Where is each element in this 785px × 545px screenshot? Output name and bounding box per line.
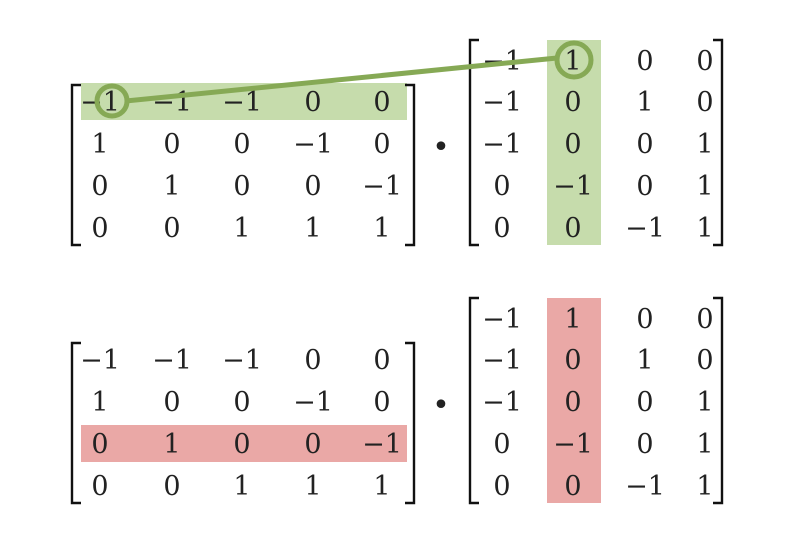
left-matrix-cell: 0 <box>233 387 250 418</box>
left-matrix-cell: 1 <box>163 429 180 460</box>
right-matrix-cell: 0 <box>564 387 581 418</box>
right-matrix-cell: 1 <box>636 345 653 376</box>
right-matrix-cell: 1 <box>696 129 713 160</box>
right-matrix-cell: −1 <box>553 171 593 202</box>
right-matrix-cell: 0 <box>696 345 713 376</box>
left-matrix-cell: 1 <box>233 471 250 502</box>
left-matrix-cell: −1 <box>152 345 192 376</box>
right-matrix-cell: 0 <box>564 213 581 244</box>
left-matrix-cell: −1 <box>362 429 402 460</box>
panel-1: •−1−1−100100−100100−100111−1100−1010−100… <box>70 38 724 247</box>
connector-line <box>125 55 558 104</box>
left-matrix-cell: 0 <box>373 87 390 118</box>
left-matrix-cell: 1 <box>233 213 250 244</box>
right-matrix-cell: 0 <box>493 471 510 502</box>
dot-product-operator: • <box>432 388 450 423</box>
left-matrix-cell: 0 <box>304 345 321 376</box>
left-matrix-cell: 0 <box>163 471 180 502</box>
right-matrix-cell: −1 <box>482 345 522 376</box>
left-matrix-cell: 0 <box>304 429 321 460</box>
right-matrix-cell: −1 <box>553 429 593 460</box>
right-matrix-cell: 1 <box>696 387 713 418</box>
right-matrix-cell: 0 <box>636 304 653 335</box>
right-element-circle <box>554 40 594 80</box>
left-matrix-cell: 0 <box>91 429 108 460</box>
left-matrix-cell: 0 <box>304 87 321 118</box>
right-matrix-cell: 1 <box>636 87 653 118</box>
right-matrix-cell: 0 <box>564 87 581 118</box>
right-matrix-cell: 1 <box>696 471 713 502</box>
left-matrix-cell: 0 <box>373 387 390 418</box>
left-matrix-cell: 1 <box>373 471 390 502</box>
left-matrix-cell: 0 <box>233 129 250 160</box>
left-matrix-cell: 1 <box>163 171 180 202</box>
left-matrix-cell: −1 <box>222 345 262 376</box>
right-matrix-cell: −1 <box>482 87 522 118</box>
right-matrix-cell: 0 <box>696 304 713 335</box>
left-matrix-close-bracket <box>405 341 416 505</box>
left-matrix-cell: 0 <box>233 429 250 460</box>
right-matrix-cell: 0 <box>564 129 581 160</box>
left-matrix-cell: −1 <box>80 345 120 376</box>
left-matrix-cell: 0 <box>163 129 180 160</box>
right-matrix-cell: 0 <box>493 171 510 202</box>
left-matrix-open-bracket <box>70 341 81 505</box>
right-matrix-cell: 0 <box>636 387 653 418</box>
left-matrix-cell: 1 <box>373 213 390 244</box>
right-matrix-open-bracket <box>468 38 479 247</box>
right-matrix-cell: 1 <box>696 171 713 202</box>
left-matrix-cell: 1 <box>91 387 108 418</box>
right-matrix-cell: 0 <box>564 345 581 376</box>
right-matrix-cell: −1 <box>625 213 665 244</box>
left-matrix-cell: −1 <box>152 87 192 118</box>
left-matrix-cell: 0 <box>163 387 180 418</box>
right-matrix-cell: 1 <box>696 429 713 460</box>
left-matrix-cell: −1 <box>293 387 333 418</box>
right-matrix-cell: 0 <box>636 129 653 160</box>
right-matrix-cell: 0 <box>696 46 713 77</box>
row-highlight <box>81 425 407 462</box>
left-matrix-cell: 1 <box>304 213 321 244</box>
right-matrix-cell: 0 <box>493 213 510 244</box>
right-matrix-cell: 0 <box>636 46 653 77</box>
right-matrix-cell: 1 <box>564 46 581 77</box>
left-matrix-cell: 0 <box>233 171 250 202</box>
right-matrix-cell: −1 <box>482 304 522 335</box>
right-matrix-cell: 0 <box>636 171 653 202</box>
right-matrix-close-bracket <box>713 296 724 505</box>
left-matrix-cell: 1 <box>304 471 321 502</box>
right-matrix-cell: 0 <box>493 429 510 460</box>
left-matrix-cell: 1 <box>91 129 108 160</box>
left-matrix-cell: 0 <box>91 171 108 202</box>
right-matrix-cell: 1 <box>564 304 581 335</box>
left-matrix-close-bracket <box>405 83 416 247</box>
right-matrix-cell: −1 <box>482 129 522 160</box>
right-matrix-cell: −1 <box>625 471 665 502</box>
right-matrix-cell: 1 <box>696 213 713 244</box>
left-matrix-cell: −1 <box>293 129 333 160</box>
right-matrix-cell: −1 <box>482 387 522 418</box>
left-matrix-cell: 0 <box>163 213 180 244</box>
column-highlight <box>547 40 601 245</box>
left-matrix-cell: 0 <box>304 171 321 202</box>
left-matrix-cell: 0 <box>91 471 108 502</box>
right-matrix-close-bracket <box>713 38 724 247</box>
right-matrix-cell: 0 <box>564 471 581 502</box>
left-matrix-cell: 0 <box>373 129 390 160</box>
right-matrix-open-bracket <box>468 296 479 505</box>
left-matrix-open-bracket <box>70 83 81 247</box>
right-matrix-cell: 0 <box>636 429 653 460</box>
left-matrix-cell: 0 <box>91 213 108 244</box>
right-matrix-cell: 0 <box>696 87 713 118</box>
left-matrix-cell: 0 <box>373 345 390 376</box>
column-highlight <box>547 298 601 503</box>
left-element-circle <box>94 83 130 119</box>
panel-2: • −1 −1 −1 0 0 1 0 0 −1 0 0 1 0 0 −1 0 0 1 1 1 −1 1 0 0 −1 0 1 0 −1 0 0… <box>70 296 724 505</box>
dot-product-operator: • <box>432 130 450 165</box>
left-matrix-cell: −1 <box>362 171 402 202</box>
